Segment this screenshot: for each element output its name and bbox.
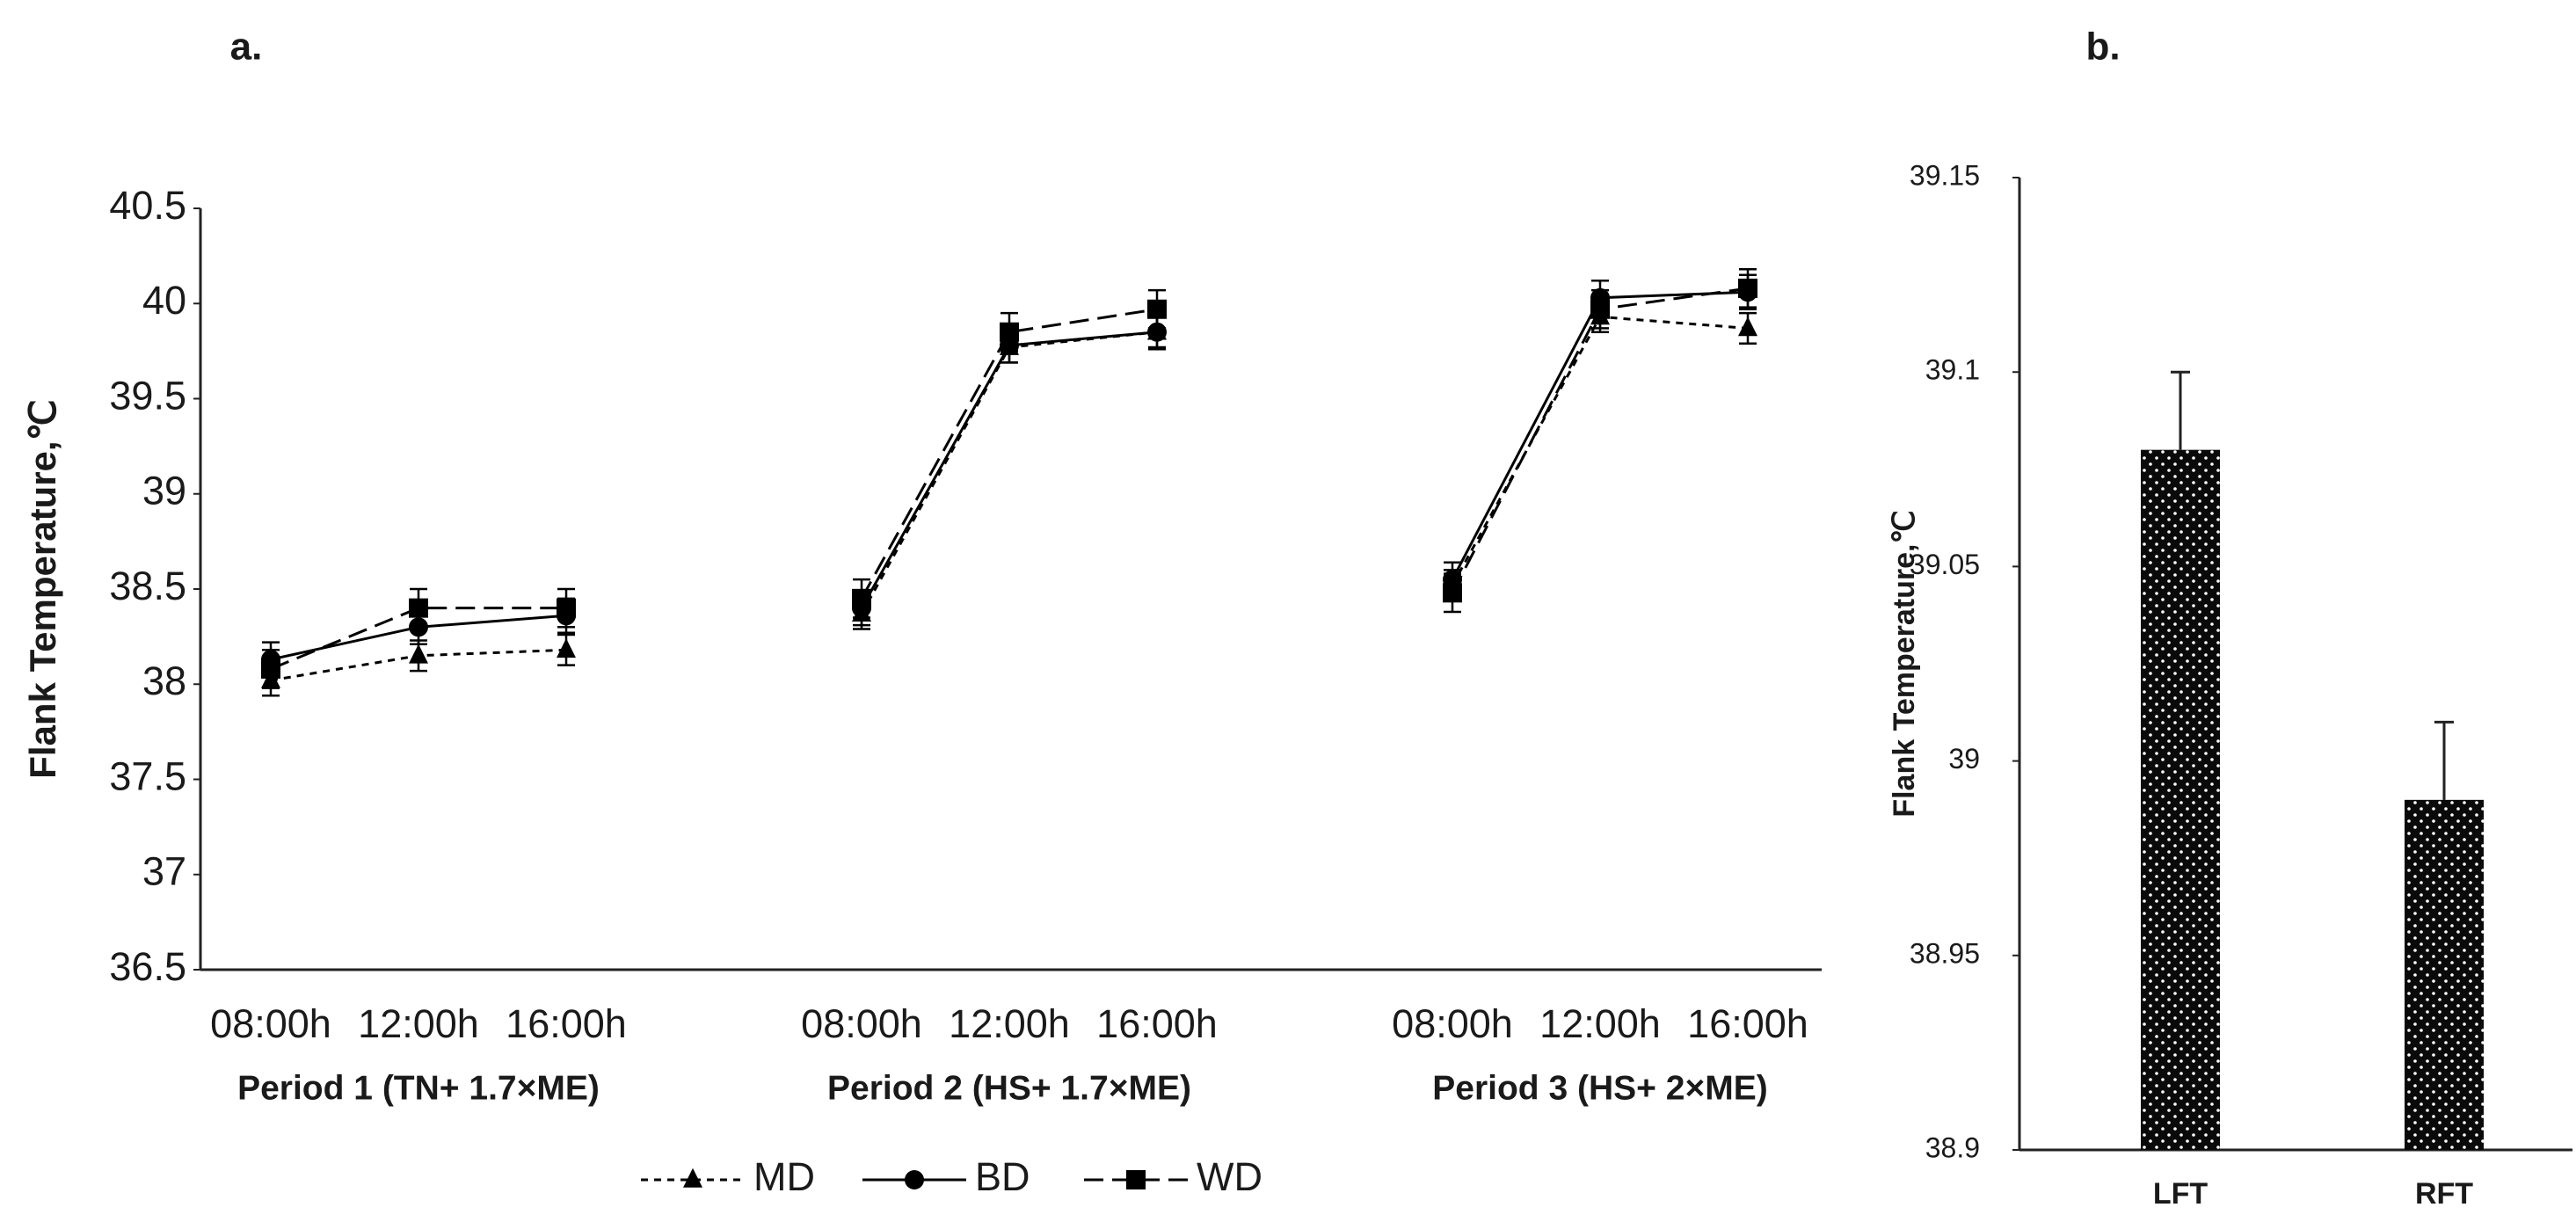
x-tick-label: LFT	[2153, 1177, 2209, 1211]
y-tick-label: 39.1	[1925, 354, 1980, 386]
marker	[557, 638, 576, 658]
marker	[261, 658, 280, 679]
x-tick-label: 12:00h	[1539, 1001, 1661, 1046]
bar-pattern	[2141, 449, 2220, 1150]
y-axis-label: Flank Temperature,℃	[1888, 510, 1921, 817]
y-tick-label: 38.5	[109, 564, 186, 608]
marker	[1147, 299, 1167, 319]
legend-label: WD	[1197, 1154, 1263, 1199]
x-tick-label: 16:00h	[506, 1001, 627, 1046]
x-tick-label: 12:00h	[949, 1001, 1070, 1046]
x-tick-label: 08:00h	[801, 1001, 922, 1046]
legend-label: BD	[975, 1154, 1030, 1199]
group-label: Period 2 (HS+ 1.7×ME)	[827, 1069, 1191, 1107]
marker	[409, 644, 428, 664]
group-label: Period 3 (HS+ 2×ME)	[1432, 1069, 1767, 1107]
marker	[1738, 316, 1757, 337]
marker	[1000, 322, 1019, 342]
y-tick-label: 39.05	[1910, 549, 1980, 580]
error-bar	[2434, 720, 2454, 800]
y-tick-label: 39.15	[1910, 159, 1980, 191]
marker	[1590, 299, 1610, 319]
y-tick-label: 39.5	[109, 373, 186, 418]
bar-pattern	[2405, 799, 2484, 1150]
y-tick-label: 37.5	[109, 753, 186, 798]
y-tick-label: 40	[142, 278, 186, 323]
y-tick-label: 38.95	[1910, 937, 1980, 969]
marker	[557, 598, 576, 618]
marker	[1126, 1170, 1146, 1189]
x-tick-label: 16:00h	[1687, 1001, 1808, 1046]
y-tick-label: 36.5	[109, 944, 186, 989]
marker	[852, 588, 871, 608]
y-tick-label: 39	[142, 469, 186, 513]
x-tick-label: 08:00h	[210, 1001, 331, 1046]
y-axis-label: Flank Temperature,℃	[22, 399, 63, 779]
y-tick-label: 37	[142, 849, 186, 894]
panel-title: b.	[2085, 25, 2120, 69]
x-tick-label: 16:00h	[1096, 1001, 1218, 1046]
group-label: Period 1 (TN+ 1.7×ME)	[237, 1069, 600, 1107]
x-tick-label: RFT	[2415, 1177, 2473, 1211]
marker	[409, 598, 428, 618]
y-tick-label: 38.9	[1925, 1131, 1980, 1163]
y-tick-label: 39	[1948, 743, 1980, 775]
marker	[1738, 278, 1757, 298]
x-tick-label: 12:00h	[358, 1001, 479, 1046]
y-tick-label: 38	[142, 658, 186, 703]
marker	[1443, 583, 1462, 603]
x-tick-label: 08:00h	[1392, 1001, 1513, 1046]
marker	[683, 1167, 702, 1188]
marker	[905, 1170, 924, 1189]
error-bar	[2171, 370, 2190, 450]
y-tick-label: 40.5	[109, 183, 186, 228]
panel-title: a.	[230, 25, 263, 69]
legend-label: MD	[753, 1154, 815, 1199]
